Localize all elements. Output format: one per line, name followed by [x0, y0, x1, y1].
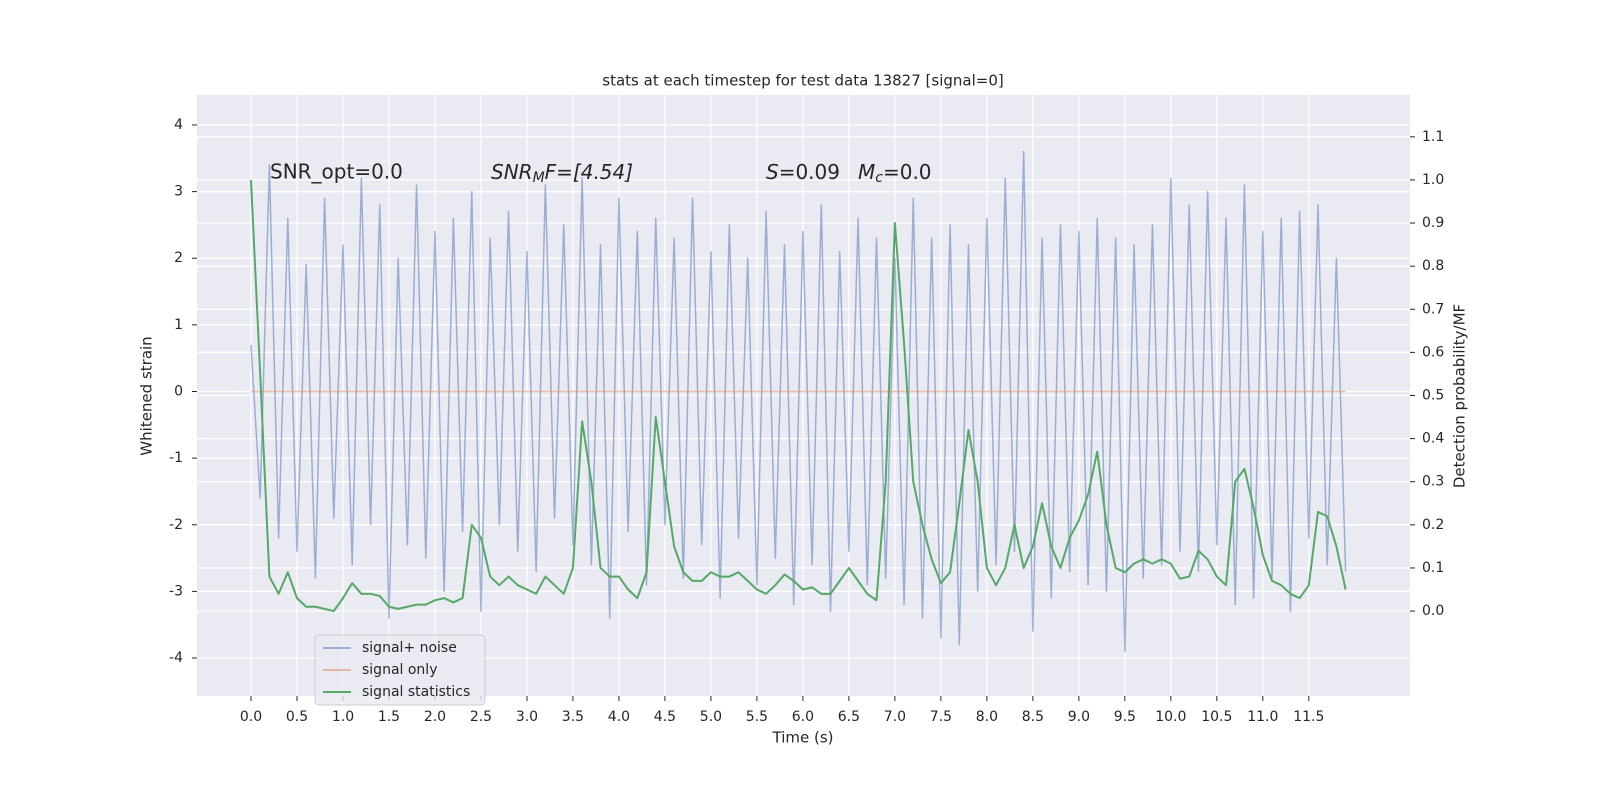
y-axis-label: Whitened strain	[138, 336, 156, 455]
y-tick-label: -1	[169, 450, 183, 466]
annotation-part: S	[766, 160, 779, 184]
annotation-part: SNR	[491, 160, 533, 184]
x-tick-label: 8.0	[976, 709, 998, 725]
y2-tick-label: 0.7	[1422, 301, 1444, 317]
annotation: SNRMF=[4.54]	[491, 160, 633, 187]
x-tick-label: 0.5	[286, 709, 308, 725]
x-tick-label: 7.5	[930, 709, 952, 725]
chart-title: stats at each timestep for test data 138…	[602, 72, 1003, 90]
x-tick-label: 6.0	[792, 709, 814, 725]
x-tick-label: 5.0	[700, 709, 722, 725]
legend: signal+ noise signal only signal statistic…	[314, 634, 486, 706]
x-tick-label: 2.0	[424, 709, 446, 725]
y2-tick-label: 1.0	[1422, 172, 1444, 188]
x-axis-label: Time (s)	[772, 729, 834, 747]
y-tick-label: 3	[174, 184, 183, 200]
x-tick-label: 1.5	[378, 709, 400, 725]
annotation-part: M	[533, 170, 545, 186]
x-tick-label: 4.5	[654, 709, 676, 725]
x-tick-label: 5.5	[746, 709, 768, 725]
x-tick-label: 10.5	[1201, 709, 1232, 725]
y2-tick-label: 0.6	[1422, 344, 1444, 360]
x-tick-label: 9.5	[1114, 709, 1136, 725]
y2-axis-label: Detection probability/MF	[1451, 304, 1469, 488]
y2-tick-label: 0.8	[1422, 258, 1444, 274]
marks	[249, 150, 1347, 653]
x-tick-label: 8.5	[1022, 709, 1044, 725]
series-line	[250, 150, 1347, 653]
annotation: Mc=0.0	[858, 160, 932, 187]
annotation: SNR_opt=0.0	[270, 160, 403, 184]
y-tick-label: 0	[174, 384, 183, 400]
legend-label: signal+ noise	[362, 640, 457, 656]
x-tick-label: 3.5	[562, 709, 584, 725]
x-tick-label: 3.0	[516, 709, 538, 725]
x-tick-label: 11.5	[1293, 709, 1324, 725]
annotation: S=0.09	[766, 160, 840, 184]
legend-label: signal only	[362, 662, 437, 678]
y-tick-label: -4	[169, 650, 183, 666]
annotation-part: M	[858, 160, 875, 184]
y2-tick-label: 0.1	[1422, 560, 1444, 576]
annotation-part: c	[875, 170, 883, 186]
y2-tick-label: 0.4	[1422, 431, 1444, 447]
x-tick-label: 0.0	[240, 709, 262, 725]
legend-box	[314, 634, 486, 706]
y-tick-label: 2	[174, 250, 183, 266]
series-line	[249, 179, 1347, 613]
x-tick-label: 7.0	[884, 709, 906, 725]
y2-tick-label: 0.9	[1422, 215, 1444, 231]
x-tick-label: 6.5	[838, 709, 860, 725]
x-tick-label: 4.0	[608, 709, 630, 725]
legend-label: signal statistics	[362, 684, 470, 700]
y-tick-label: -2	[169, 517, 183, 533]
x-tick-label: 10.0	[1155, 709, 1186, 725]
annotation-part: =0.09	[779, 160, 840, 184]
annotation-part: F=[4.54]	[545, 160, 633, 184]
y-tick-label: 1	[174, 317, 183, 333]
y2-tick-label: 0.2	[1422, 517, 1444, 533]
annotation-part: =0.0	[883, 160, 932, 184]
y2-tick-label: 0.5	[1422, 388, 1444, 404]
y2-tick-label: 1.1	[1422, 129, 1444, 145]
y2-tick-label: 0.3	[1422, 474, 1444, 490]
y2-tick-label: 0.0	[1422, 603, 1444, 619]
y-tick-label: -3	[169, 583, 183, 599]
x-tick-label: 2.5	[470, 709, 492, 725]
x-tick-label: 1.0	[332, 709, 354, 725]
x-tick-label: 11.0	[1247, 709, 1278, 725]
y-tick-label: 4	[174, 117, 183, 133]
x-tick-label: 9.0	[1068, 709, 1090, 725]
